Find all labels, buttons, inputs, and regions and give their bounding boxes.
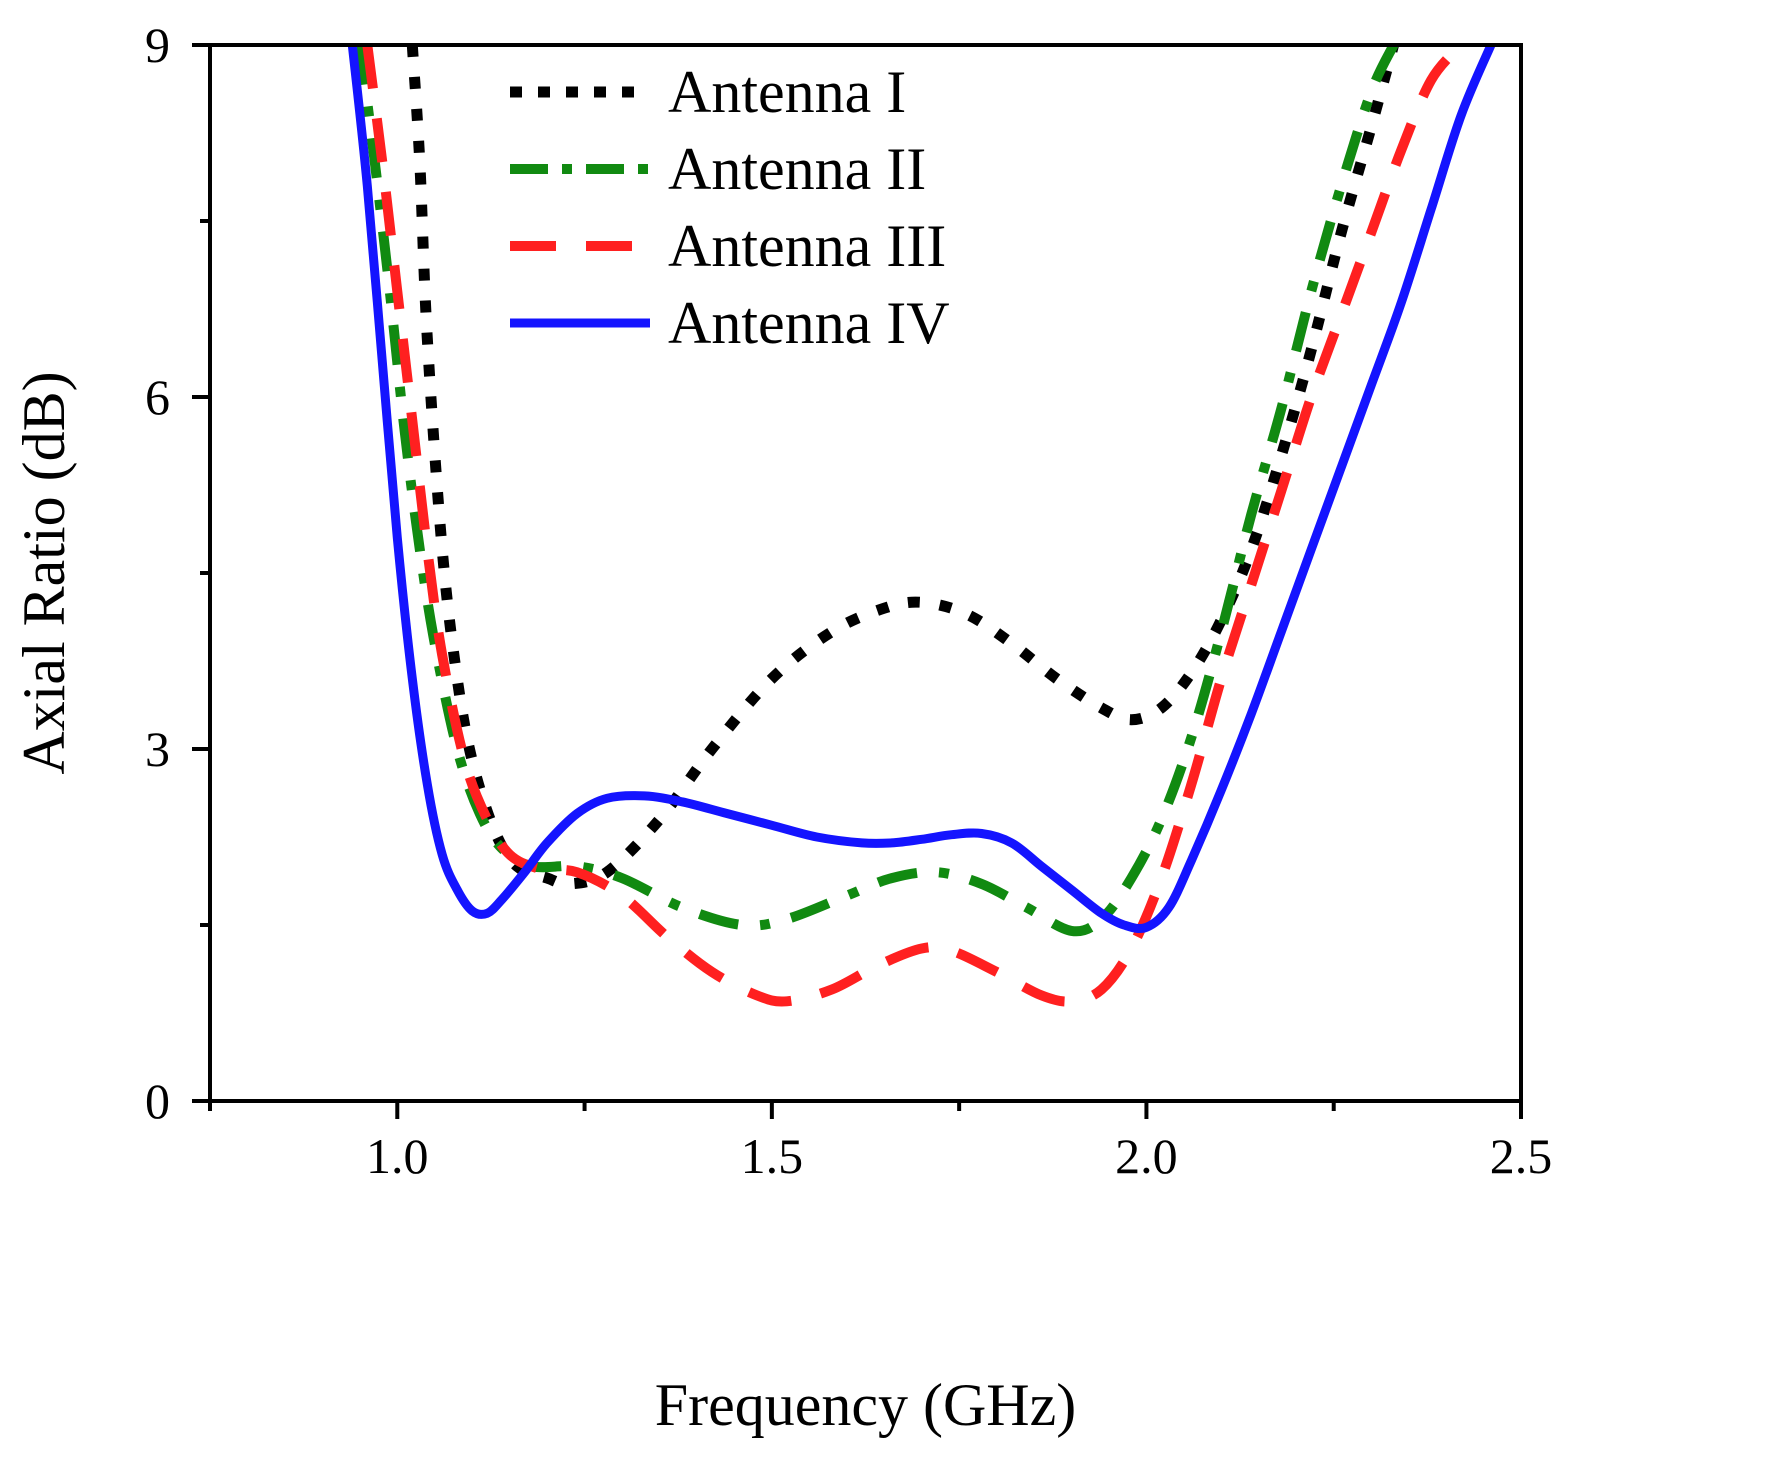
legend-label-1: Antenna I — [668, 59, 906, 125]
series-line-2 — [354, 45, 1399, 937]
legend-label-2: Antenna II — [668, 136, 926, 202]
x-axis-title: Frequency (GHz) — [655, 1372, 1077, 1438]
x-tick-label: 2.0 — [1115, 1128, 1178, 1184]
legend: Antenna I Antenna II Antenna III Antenna IV — [510, 59, 950, 356]
y-tick-label: 6 — [145, 369, 170, 425]
x-axis-ticks: 1.0 1.5 2.0 2.5 — [208, 1101, 1553, 1184]
legend-label-4: Antenna IV — [668, 290, 950, 356]
y-tick-label: 9 — [145, 17, 170, 73]
x-tick-label: 2.5 — [1490, 1128, 1553, 1184]
x-tick-label: 1.0 — [366, 1128, 429, 1184]
y-axis-ticks: 0 3 6 9 — [145, 17, 210, 1129]
y-axis-title: Axial Ratio (dB) — [11, 371, 77, 774]
y-tick-label: 0 — [145, 1073, 170, 1129]
series-line-3 — [362, 45, 1465, 1007]
y-tick-label: 3 — [145, 721, 170, 777]
legend-label-3: Antenna III — [668, 213, 946, 279]
x-tick-label: 1.5 — [741, 1128, 804, 1184]
series-line-4 — [347, 45, 1496, 934]
plot-frame — [208, 43, 1523, 1103]
plot-series — [347, 45, 1496, 1007]
